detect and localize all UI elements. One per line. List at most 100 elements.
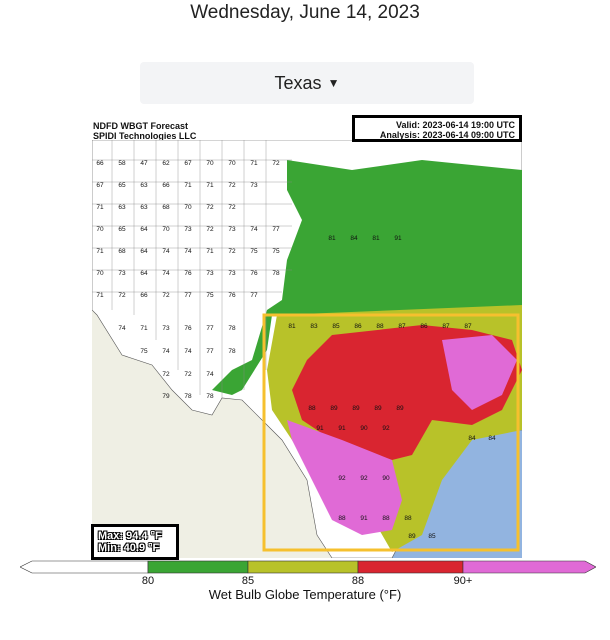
svg-text:74: 74: [162, 348, 170, 355]
svg-text:86: 86: [420, 323, 428, 330]
legend-90-plus: [462, 560, 596, 574]
svg-text:70: 70: [184, 204, 192, 211]
svg-text:68: 68: [162, 204, 170, 211]
svg-text:91: 91: [394, 235, 402, 242]
analysis-time: Analysis: 2023-06-14 09:00 UTC: [379, 130, 515, 140]
svg-text:63: 63: [118, 204, 126, 211]
legend-80-85: [147, 560, 249, 574]
svg-text:76: 76: [250, 270, 258, 277]
map-canvas: 66 58 47 62 67 70 70 71 72 67 65 63 66 71 71 72 73 71 63…: [91, 139, 523, 559]
svg-text:65: 65: [118, 182, 126, 189]
county-grid: [92, 140, 292, 398]
svg-text:76: 76: [184, 270, 192, 277]
svg-text:66: 66: [162, 182, 170, 189]
svg-text:71: 71: [96, 204, 104, 211]
svg-text:87: 87: [442, 323, 450, 330]
legend-title: Wet Bulb Globe Temperature (°F): [208, 587, 402, 602]
color-legend: [20, 560, 596, 574]
region-dropdown-label: Texas: [274, 72, 322, 93]
svg-text:89: 89: [396, 405, 404, 412]
svg-text:71: 71: [206, 248, 214, 255]
svg-text:88: 88: [338, 515, 346, 522]
svg-text:73: 73: [250, 182, 258, 189]
svg-text:78: 78: [184, 393, 192, 400]
svg-text:88: 88: [376, 323, 384, 330]
wbgt-map: 66 58 47 62 67 70 70 71 72 67 65 63 66 71 71 72 73 71 63…: [91, 139, 523, 559]
svg-text:74: 74: [162, 248, 170, 255]
svg-text:72: 72: [206, 204, 214, 211]
forecast-title: NDFD WBGT Forecast: [93, 121, 189, 131]
svg-text:77: 77: [206, 325, 214, 332]
svg-text:71: 71: [206, 182, 214, 189]
svg-text:70: 70: [206, 160, 214, 167]
legend-tick-88: 88: [351, 575, 365, 587]
svg-text:72: 72: [228, 248, 236, 255]
min-value: Min: 40.9 °F: [98, 542, 160, 554]
svg-text:73: 73: [184, 226, 192, 233]
svg-text:72: 72: [184, 371, 192, 378]
svg-text:78: 78: [206, 393, 214, 400]
zone-90-plus-east: [442, 335, 517, 410]
legend-below-80: [20, 560, 149, 574]
svg-text:76: 76: [228, 292, 236, 299]
valid-time-box: Valid: 2023-06-14 19:00 UTC Analysis: 20…: [352, 115, 522, 142]
svg-text:77: 77: [272, 226, 280, 233]
svg-text:92: 92: [382, 425, 390, 432]
svg-text:72: 72: [228, 182, 236, 189]
svg-text:75: 75: [140, 348, 148, 355]
svg-text:92: 92: [338, 475, 346, 482]
svg-text:72: 72: [118, 292, 126, 299]
svg-text:89: 89: [330, 405, 338, 412]
date-heading: Wednesday, June 14, 2023: [190, 2, 420, 23]
svg-text:70: 70: [162, 226, 170, 233]
svg-text:70: 70: [96, 226, 104, 233]
zone-80-85: [212, 160, 522, 395]
svg-text:85: 85: [332, 323, 340, 330]
svg-text:77: 77: [206, 348, 214, 355]
svg-text:74: 74: [184, 348, 192, 355]
svg-text:89: 89: [374, 405, 382, 412]
max-min-box: Max: 94.4 °F Min: 40.9 °F: [91, 524, 179, 560]
highlight-box: [262, 313, 520, 552]
svg-text:88: 88: [382, 515, 390, 522]
provider-name: SPIDI Technologies LLC: [93, 131, 197, 141]
svg-text:85: 85: [428, 533, 436, 540]
svg-text:77: 77: [184, 292, 192, 299]
svg-text:81: 81: [372, 235, 380, 242]
svg-text:66: 66: [140, 292, 148, 299]
svg-text:88: 88: [404, 515, 412, 522]
svg-text:72: 72: [228, 204, 236, 211]
svg-text:71: 71: [184, 182, 192, 189]
svg-text:64: 64: [140, 226, 148, 233]
svg-text:73: 73: [162, 325, 170, 332]
svg-text:91: 91: [338, 425, 346, 432]
region-dropdown[interactable]: Texas ▼: [140, 62, 474, 104]
svg-text:68: 68: [118, 248, 126, 255]
svg-text:71: 71: [96, 248, 104, 255]
svg-text:89: 89: [352, 405, 360, 412]
svg-text:87: 87: [464, 323, 472, 330]
valid-time: Valid: 2023-06-14 19:00 UTC: [395, 120, 515, 130]
svg-text:73: 73: [228, 270, 236, 277]
svg-text:58: 58: [118, 160, 126, 167]
svg-text:91: 91: [360, 515, 368, 522]
svg-text:87: 87: [398, 323, 406, 330]
svg-text:67: 67: [184, 160, 192, 167]
svg-text:71: 71: [250, 160, 258, 167]
svg-text:72: 72: [162, 292, 170, 299]
svg-text:78: 78: [228, 348, 236, 355]
svg-text:71: 71: [96, 292, 104, 299]
svg-text:74: 74: [206, 371, 214, 378]
svg-text:64: 64: [140, 248, 148, 255]
svg-text:90: 90: [360, 425, 368, 432]
svg-text:74: 74: [184, 248, 192, 255]
max-value: Max: 94.4 °F: [98, 530, 162, 542]
svg-text:81: 81: [288, 323, 296, 330]
svg-text:84: 84: [488, 435, 496, 442]
svg-text:74: 74: [118, 325, 126, 332]
svg-text:75: 75: [206, 292, 214, 299]
legend-tick-80: 80: [141, 575, 155, 587]
svg-text:65: 65: [118, 226, 126, 233]
svg-text:64: 64: [140, 270, 148, 277]
svg-text:84: 84: [350, 235, 358, 242]
